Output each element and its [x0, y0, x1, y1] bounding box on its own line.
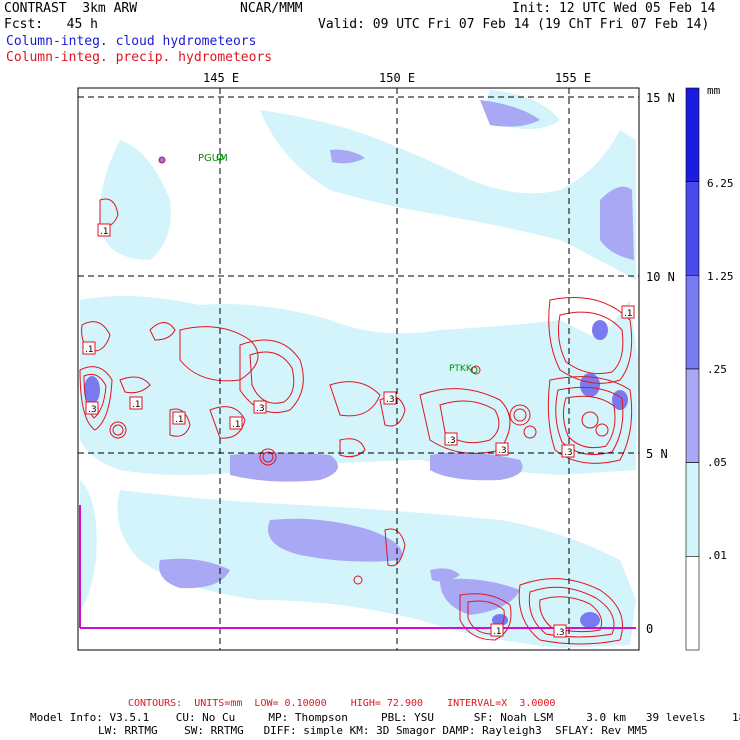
product-title: CONTRAST 3km ARW	[4, 1, 138, 16]
contour-label-box	[82, 341, 96, 355]
contour-label-box	[97, 223, 111, 237]
colorbar-segment	[685, 368, 700, 463]
colorbar-level-1-25: 1.25	[707, 270, 734, 283]
colorbar-level-0-05: .05	[707, 456, 727, 469]
contour-label: .1	[624, 309, 633, 319]
contour-label-box	[383, 391, 397, 405]
legend-cloud-hydrometeors: Column-integ. cloud hydrometeors	[6, 34, 257, 49]
colorbar	[685, 87, 700, 651]
lon-label-155e: 155 E	[555, 71, 591, 85]
contour-label-box	[553, 624, 567, 638]
contour-label: .1	[100, 227, 109, 237]
colorbar-segment	[685, 275, 700, 370]
valid-time: Valid: 09 UTC Fri 07 Feb 14 (19 ChT Fri …	[318, 17, 710, 32]
init-time: Init: 12 UTC Wed 05 Feb 14	[512, 1, 716, 16]
contour-label-box	[621, 305, 635, 319]
domain-boundary	[79, 505, 636, 629]
model-info-line-2: LW: RRTMG SW: RRTMG DIFF: simple KM: 3D …	[98, 724, 648, 737]
lat-label-15n: 15 N	[646, 91, 675, 105]
contour-labels: .1 .1 .3 .1 .1 .3 .1 .3 .3 .3 .1 .3 .1 .3	[82, 223, 635, 638]
station-marker-ptkk	[470, 366, 478, 374]
contour-label: .3	[556, 628, 565, 638]
colorbar-segment	[685, 462, 700, 557]
model-info-line-1: Model Info: V3.5.1 CU: No Cu MP: Thompso…	[30, 711, 740, 724]
contour-label: .3	[447, 436, 456, 446]
colorbar-segment	[685, 87, 700, 182]
lat-label-0: 0	[646, 622, 653, 636]
contour-label-box	[85, 401, 99, 415]
lat-lon-grid	[78, 88, 639, 650]
contour-label-box	[561, 444, 575, 458]
contour-label-box	[490, 623, 504, 637]
contour-label-box	[172, 411, 186, 425]
map-frame	[77, 87, 640, 651]
colorbar-segment	[685, 556, 700, 651]
contour-label: .1	[85, 345, 94, 355]
contour-label: .3	[498, 446, 507, 456]
producer-label: NCAR/MMM	[240, 1, 303, 16]
contour-label-box	[495, 442, 509, 456]
colorbar-level-0-25: .25	[707, 363, 727, 376]
contour-label: .3	[386, 395, 395, 405]
contour-label: .3	[564, 448, 573, 458]
contour-label-box	[129, 396, 143, 410]
station-marker-pgum	[216, 153, 224, 161]
contour-label-box	[444, 432, 458, 446]
contour-label: .1	[232, 420, 241, 430]
colorbar-level-6-25: 6.25	[707, 177, 734, 190]
legend-precip-hydrometeors: Column-integ. precip. hydrometeors	[6, 50, 273, 65]
colorbar-level-0-01: .01	[707, 549, 727, 562]
station-label-ptkk: PTKK	[449, 364, 473, 374]
colorbar-unit: mm	[707, 84, 721, 97]
station-label-pgum: PGUM	[198, 153, 228, 164]
contour-label: .3	[256, 404, 265, 414]
contour-label: .1	[132, 400, 141, 410]
contour-label: .3	[88, 405, 97, 415]
contour-info: CONTOURS: UNITS=mm LOW= 0.10000 HIGH= 72…	[128, 698, 556, 709]
lat-label-5n: 5 N	[646, 447, 668, 461]
contour-label: .1	[175, 415, 184, 425]
contour-label-box	[229, 416, 243, 430]
contour-label-box	[253, 400, 267, 414]
forecast-hour: Fcst: 45 h	[4, 17, 98, 32]
colorbar-segment	[685, 181, 700, 276]
lon-label-150e: 150 E	[379, 71, 415, 85]
contour-label: .1	[493, 627, 502, 637]
lat-label-10n: 10 N	[646, 270, 675, 284]
lon-label-145e: 145 E	[203, 71, 239, 85]
